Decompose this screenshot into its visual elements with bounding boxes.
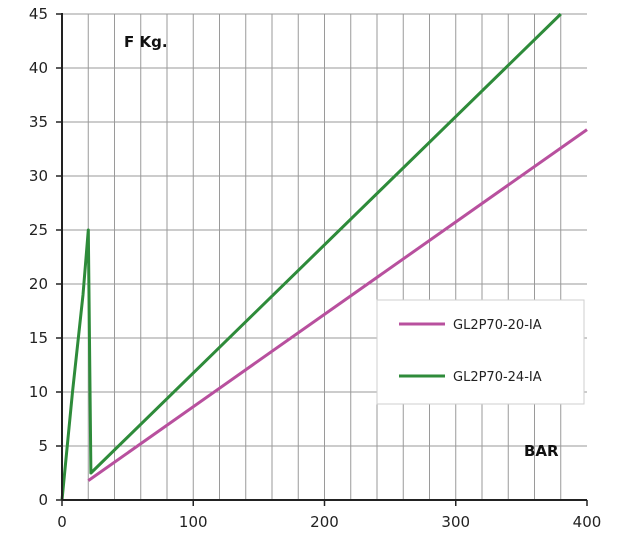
y-tick-label: 20 bbox=[29, 275, 48, 293]
grid-layer bbox=[62, 13, 587, 500]
y-axis-title: F Kg. bbox=[124, 33, 168, 51]
y-tick-label: 10 bbox=[29, 383, 48, 401]
series-layer bbox=[60, 12, 588, 501]
x-tick-label: 100 bbox=[179, 513, 208, 531]
x-tick-label: 200 bbox=[310, 513, 339, 531]
y-tick-label: 0 bbox=[38, 491, 48, 509]
y-tick-label: 35 bbox=[29, 113, 48, 131]
y-tick-label: 45 bbox=[29, 5, 48, 23]
legend: GL2P70-20-IA GL2P70-24-IA bbox=[376, 299, 585, 405]
x-tick-label: 400 bbox=[573, 513, 602, 531]
x-tick-label: 300 bbox=[441, 513, 470, 531]
x-axis-title: BAR bbox=[524, 442, 559, 460]
legend-box bbox=[376, 299, 585, 405]
axis-layer bbox=[61, 13, 587, 501]
series-line-gl2p70-20-ia bbox=[87, 128, 588, 482]
y-tick-label: 5 bbox=[38, 437, 48, 455]
legend-label-gl2p70-20-ia: GL2P70-20-IA bbox=[453, 318, 542, 333]
y-tick-label: 15 bbox=[29, 329, 48, 347]
series-line-gl2p70-24-ia bbox=[60, 12, 562, 501]
y-tick-label: 30 bbox=[29, 167, 48, 185]
y-tick-label: 40 bbox=[29, 59, 48, 77]
legend-label-gl2p70-24-ia: GL2P70-24-IA bbox=[453, 370, 542, 385]
x-tick-label: 0 bbox=[57, 513, 67, 531]
y-tick-label: 25 bbox=[29, 221, 48, 239]
tick-label-layer: 0 5 10 15 20 25 30 35 40 45 0 100 200 300 400 bbox=[29, 5, 601, 531]
